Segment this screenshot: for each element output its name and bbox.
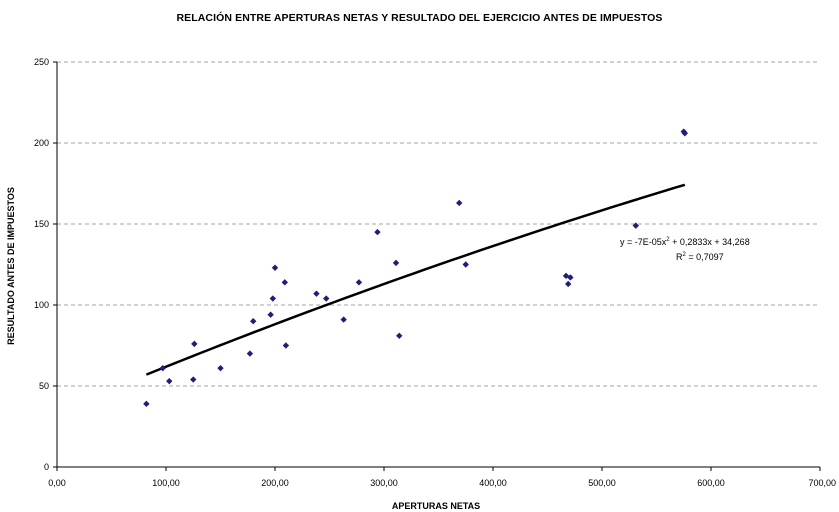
y-tick-label-0: 0 [44, 462, 49, 472]
data-point-9 [269, 295, 277, 302]
data-point-6 [246, 350, 254, 357]
data-point-7 [250, 318, 257, 325]
data-point-24 [567, 274, 574, 281]
data-point-19 [396, 332, 403, 339]
x-tick-label-3: 300,00 [370, 478, 398, 488]
x-tick-label-0: 0,00 [48, 478, 66, 488]
data-points [143, 128, 689, 408]
data-point-0 [143, 400, 150, 408]
x-tick-label-4: 400,00 [479, 478, 507, 488]
grid-lines [57, 61, 820, 387]
x-axis-title: APERTURAS NETAS [392, 501, 480, 511]
data-point-25 [632, 222, 639, 229]
data-point-10 [271, 264, 279, 271]
axes [53, 61, 821, 471]
data-point-27 [681, 130, 689, 137]
y-tick-label-4: 200 [34, 138, 49, 148]
y-tick-label-2: 100 [34, 300, 49, 310]
trendline [145, 183, 686, 376]
x-tick-label-7: 700,00 [808, 478, 836, 488]
data-point-16 [355, 279, 363, 286]
data-point-8 [267, 311, 274, 318]
data-point-21 [462, 261, 469, 268]
data-point-13 [313, 290, 320, 297]
x-tick-label-5: 500,00 [588, 478, 616, 488]
y-tick-label-1: 50 [39, 381, 49, 391]
data-point-20 [456, 199, 463, 207]
y-axis-title: RESULTADO ANTES DE IMPUESTOS [6, 187, 16, 345]
trendline-group [145, 183, 686, 376]
data-point-18 [392, 259, 400, 267]
trendline-r-squared: R2 = 0,7097 [676, 252, 724, 262]
trendline-equation: y = -7E-05x2 + 0,2833x + 34,268 [620, 237, 750, 247]
y-tick-label-3: 150 [34, 219, 49, 229]
data-point-23 [565, 280, 572, 288]
tick-labels: 0 50 100 150 200 250 0,00 100,00 200,00 300,00 400… [34, 57, 836, 488]
x-tick-label-1: 100,00 [152, 478, 180, 488]
data-point-5 [217, 364, 224, 372]
data-point-12 [282, 342, 290, 349]
data-point-1 [159, 364, 166, 372]
chart-title: RELACIÓN ENTRE APERTURAS NETAS Y RESULTA… [176, 12, 663, 24]
y-tick-label-5: 250 [34, 57, 49, 67]
data-point-2 [166, 377, 173, 385]
data-point-3 [190, 376, 197, 383]
x-tick-label-6: 600,00 [697, 478, 725, 488]
data-point-4 [191, 340, 198, 348]
data-point-17 [374, 228, 381, 236]
x-tick-label-2: 200,00 [261, 478, 289, 488]
data-point-14 [323, 295, 330, 302]
data-point-11 [281, 279, 289, 286]
data-point-15 [340, 316, 347, 323]
